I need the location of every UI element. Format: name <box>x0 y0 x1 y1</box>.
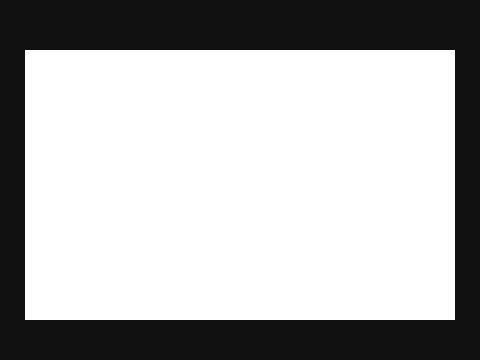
Text: ▪: ▪ <box>59 156 67 169</box>
Text: BUSINESS: BUSINESS <box>425 51 450 56</box>
Text: •: • <box>43 140 52 155</box>
Text: SCHOOL: SCHOOL <box>425 60 445 65</box>
Text: ▪: ▪ <box>59 126 67 139</box>
Text: Cash Ratio: Cash Ratio <box>53 182 120 195</box>
Text: ▪: ▪ <box>59 198 67 211</box>
Text: •: • <box>43 182 52 197</box>
Text: Liquidity Ratios: Liquidity Ratios <box>33 81 151 94</box>
Text: Quick Ratio: Quick Ratio <box>53 140 125 153</box>
Text: EXETER: EXETER <box>389 54 422 63</box>
Text: •: • <box>43 110 52 125</box>
Text: Current Ratio: Current Ratio <box>53 110 136 123</box>
Text: Cash Ratio=Cash/ Current Liabilities: Cash Ratio=Cash/ Current Liabilities <box>69 198 284 211</box>
Bar <box>27 78 453 96</box>
Text: Quick Ratio=(Cash + Short-Term Investments +
Account Receivable) / Current Liabi: Quick Ratio=(Cash + Short-Term Investmen… <box>69 156 352 185</box>
Text: Current Ratio=Current Assets / Current Liabilities: Current Ratio=Current Assets / Current L… <box>69 126 361 139</box>
